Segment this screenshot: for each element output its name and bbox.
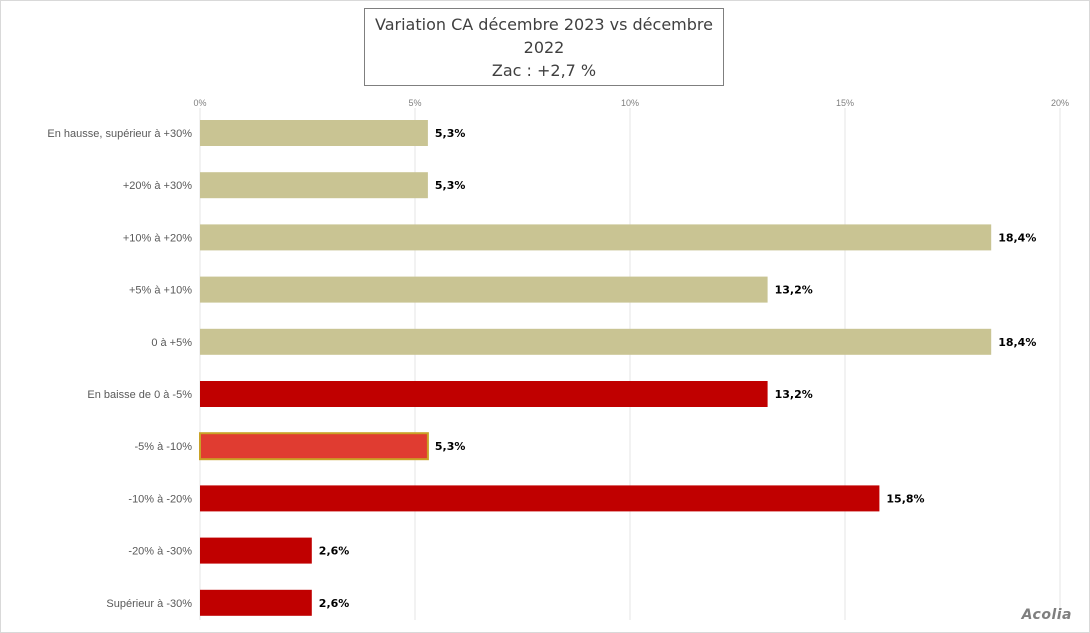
x-tick-label: 15% — [836, 98, 854, 108]
category-label: +20% à +30% — [123, 180, 192, 192]
x-tick-label: 10% — [621, 98, 639, 108]
category-label: Supérieur à -30% — [106, 598, 192, 610]
category-label: +10% à +20% — [123, 232, 192, 244]
chart-title-line-2: 2022 — [523, 38, 565, 57]
data-label: 5,3% — [435, 179, 466, 192]
data-label: 15,8% — [886, 492, 924, 505]
data-label: 13,2% — [775, 284, 813, 297]
data-label: 18,4% — [998, 336, 1036, 349]
data-label: 13,2% — [775, 388, 813, 401]
category-label: +5% à +10% — [129, 285, 192, 297]
chart-title: Variation CA décembre 2023 vs décembre 2… — [364, 8, 724, 86]
data-label: 2,6% — [319, 597, 350, 610]
x-tick-label: 5% — [408, 98, 421, 108]
data-label: 5,3% — [435, 440, 466, 453]
bar — [200, 224, 992, 251]
category-label: -10% à -20% — [128, 493, 192, 505]
x-tick-label: 20% — [1051, 98, 1069, 108]
data-label: 18,4% — [998, 231, 1036, 244]
x-tick-label: 0% — [193, 98, 206, 108]
chart-title-line-1: Variation CA décembre 2023 vs décembre — [375, 15, 713, 34]
bar — [200, 381, 768, 407]
category-label: En hausse, supérieur à +30% — [47, 128, 192, 140]
data-label: 2,6% — [319, 545, 350, 558]
bar — [200, 172, 428, 199]
category-label: -20% à -30% — [128, 546, 192, 558]
category-label: -5% à -10% — [135, 441, 193, 453]
category-label: 0 à +5% — [151, 337, 192, 349]
bar — [200, 485, 880, 512]
bar — [200, 276, 768, 303]
bar — [200, 589, 312, 616]
chart-title-line-3: Zac : +2,7 % — [491, 61, 597, 80]
category-label: En baisse de 0 à -5% — [87, 389, 192, 401]
bar — [200, 537, 312, 564]
data-label: 5,3% — [435, 127, 466, 140]
bar — [199, 432, 429, 461]
bar — [200, 120, 428, 146]
acolia-logo: Acolia — [1021, 607, 1072, 623]
bar — [200, 328, 992, 355]
